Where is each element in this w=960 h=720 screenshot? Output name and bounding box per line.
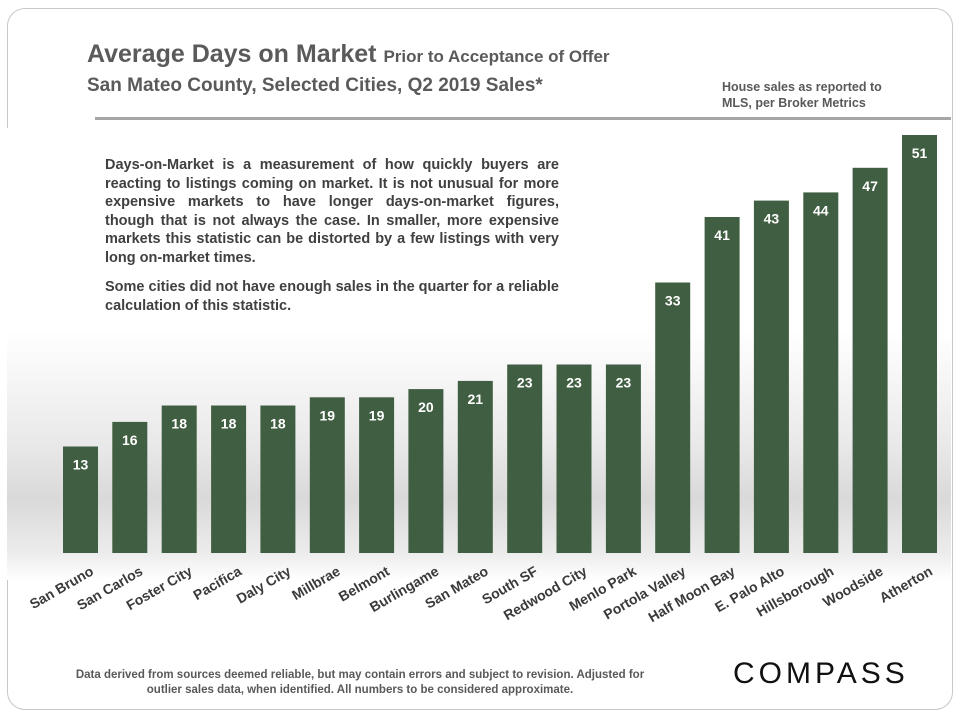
compass-logo: COMPASS — [733, 657, 909, 690]
bar-burlingame — [408, 389, 444, 553]
x-tick-label: Millbrae — [289, 563, 343, 603]
bar-value-label: 43 — [764, 211, 780, 227]
x-tick-label: Daly City — [234, 563, 294, 607]
note-paragraph-1: Days-on-Market is a measurement of how q… — [105, 157, 559, 266]
bar-san-mateo — [457, 380, 493, 553]
bar-value-label: 13 — [73, 457, 89, 473]
x-tick-label: Redwood City — [501, 563, 590, 624]
bar-value-label: 33 — [665, 293, 681, 309]
bar-value-label: 16 — [122, 432, 138, 448]
bar-value-label: 23 — [517, 375, 533, 391]
bar-value-label: 41 — [714, 227, 730, 243]
bar-value-label: 44 — [813, 202, 829, 218]
bar-value-label: 18 — [171, 416, 187, 432]
bar-value-label: 21 — [468, 391, 484, 407]
bar-value-label: 23 — [616, 375, 632, 391]
note-paragraph-2: Some cities did not have enough sales in… — [105, 279, 559, 314]
title-divider — [95, 117, 951, 120]
bar-value-label: 18 — [270, 416, 286, 432]
chart-subtitle: San Mateo County, Selected Cities, Q2 20… — [87, 75, 543, 96]
bar-woodside — [852, 167, 888, 554]
bar-value-label: 47 — [862, 178, 878, 194]
title-suffix: Prior to Acceptance of Offer — [383, 47, 610, 66]
bar-e-palo-alto — [753, 200, 789, 553]
explanation-note: Days-on-Market is a measurement of how q… — [97, 152, 567, 321]
bar-portola-valley — [655, 282, 691, 553]
x-tick-label: Atherton — [876, 563, 935, 606]
bar-atherton — [902, 135, 937, 553]
bar-daly-city — [260, 405, 296, 553]
bar-south-sf — [507, 364, 543, 553]
bar-san-carlos — [112, 421, 148, 553]
bar-value-label: 18 — [221, 416, 237, 432]
bar-value-label: 20 — [418, 399, 434, 415]
title-text: Average Days on Market — [87, 40, 377, 68]
bar-redwood-city — [556, 364, 592, 553]
bar-pacifica — [211, 405, 247, 553]
bar-san-bruno — [63, 446, 98, 553]
chart-title: Average Days on Market Prior to Acceptan… — [87, 40, 610, 69]
footer-disclaimer: Data derived from sources deemed reliabl… — [75, 669, 645, 696]
bar-menlo-park — [605, 364, 641, 553]
source-note: House sales as reported to MLS, per Brok… — [722, 80, 882, 110]
bar-millbrae — [309, 397, 345, 553]
bar-belmont — [359, 397, 395, 553]
bar-half-moon-bay — [704, 217, 740, 553]
bar-value-label: 19 — [320, 407, 336, 423]
bar-foster-city — [161, 405, 197, 553]
bar-value-label: 19 — [369, 407, 385, 423]
bar-hillsborough — [803, 192, 839, 553]
bar-value-label: 51 — [912, 145, 928, 161]
bar-value-label: 23 — [566, 375, 582, 391]
